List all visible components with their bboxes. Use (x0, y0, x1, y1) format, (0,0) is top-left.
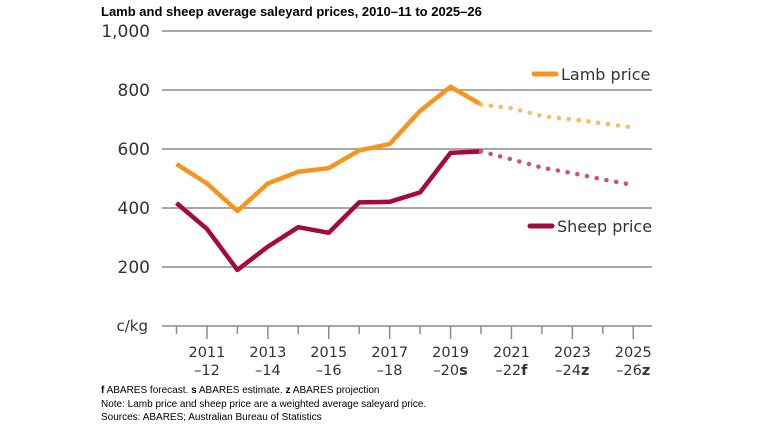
x-tick-label-suffix: –12 (194, 363, 220, 379)
x-tick-label-year: 2025 (615, 345, 652, 361)
y-tick-label: 600 (118, 140, 150, 160)
series-sheep-price (175, 149, 636, 273)
note-marker: f (101, 385, 105, 396)
y-tick-label: 1,000 (101, 22, 150, 42)
y-tick-label: 200 (118, 258, 150, 278)
note-abbreviations: f ABARES forecast. s ABARES estimate. z … (101, 384, 426, 398)
note-text: ABARES forecast. (104, 385, 192, 396)
x-tick-label-suffix: –26z (616, 363, 650, 379)
x-axis: 2011 –12 2013 –14 2015 –16 2017 –18 2019 –20s 2021… (162, 325, 652, 379)
x-tick-label-year: 2011 (188, 345, 225, 361)
sheep-price-historical-line (175, 149, 482, 273)
legend-label: Sheep price (557, 217, 652, 236)
x-tick-label-suffix: –20s (433, 363, 467, 379)
y-axis-unit-label: c/kg (116, 317, 148, 335)
x-tick-label-suffix: –16 (316, 363, 342, 379)
x-tick-label-year: 2013 (249, 345, 286, 361)
legend: Lamb price Sheep price (527, 65, 652, 236)
note-marker: s (191, 385, 197, 396)
legend-label: Lamb price (561, 65, 650, 84)
chart-notes: f ABARES forecast. s ABARES estimate. z … (101, 384, 426, 425)
y-axis-tick-labels: 200 400 600 800 1,000 (101, 22, 150, 278)
x-tick-label-year: 2023 (554, 345, 591, 361)
series-lines (175, 84, 636, 273)
legend-item-sheep-price: Sheep price (527, 217, 652, 236)
note-weighted-average: Note: Lamb price and sheep price are a w… (101, 398, 427, 410)
x-tick-label-year: 2017 (371, 345, 408, 361)
legend-item-lamb-price: Lamb price (531, 65, 650, 84)
x-tick-label-suffix: –22f (495, 363, 528, 379)
x-tick-label-year: 2015 (310, 345, 347, 361)
y-tick-label: 800 (118, 81, 150, 101)
note-sources: Sources: ABARES; Australian Bureau of St… (101, 412, 322, 423)
x-tick-label-suffix: –18 (377, 363, 403, 379)
series-lamb-price (175, 84, 636, 214)
note-marker: z (285, 385, 291, 396)
gridlines (162, 30, 652, 268)
x-tick-label-year: 2019 (432, 345, 469, 361)
x-tick-label-suffix: –14 (255, 363, 281, 379)
lamb-price-historical-line (175, 84, 483, 214)
sheep-price-projection-line (478, 149, 636, 188)
x-tick-label-suffix: –24z (555, 363, 589, 379)
note-text: ABARES projection (290, 385, 380, 396)
x-tick-label-year: 2021 (493, 345, 530, 361)
lamb-price-projection-line (478, 102, 636, 130)
note-text: ABARES estimate. (196, 385, 286, 396)
chart-title: Lamb and sheep average saleyard prices, … (101, 4, 482, 19)
y-tick-label: 400 (118, 199, 150, 219)
